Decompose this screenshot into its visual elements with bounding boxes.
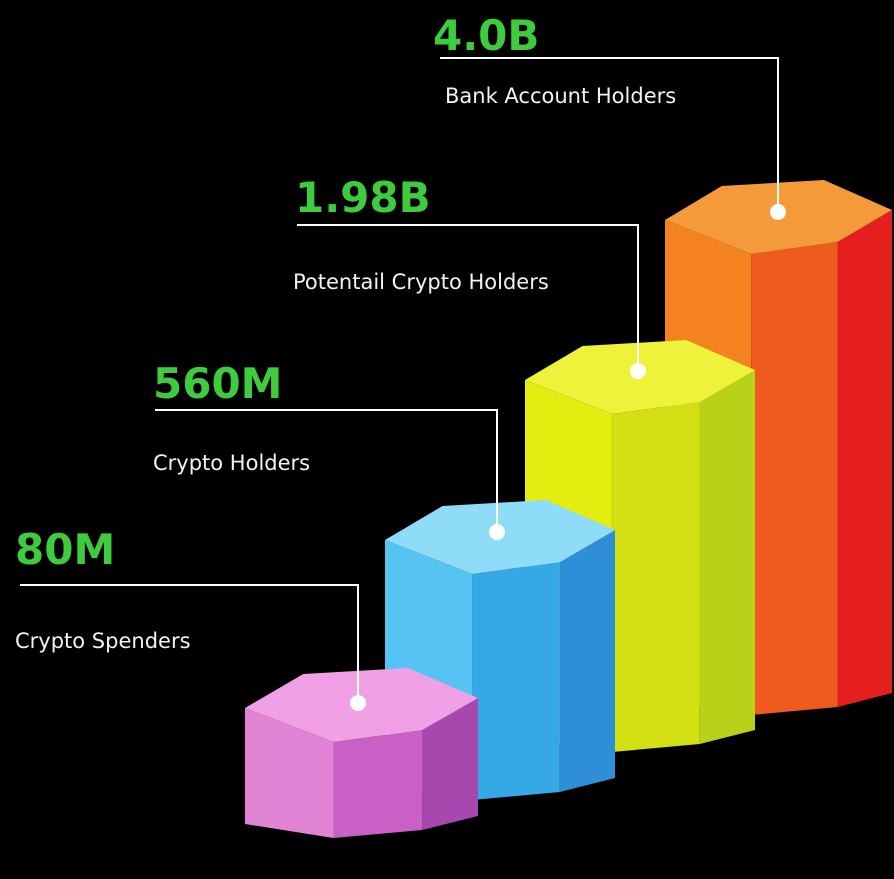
- leader-dot: [489, 524, 505, 540]
- leader-line: [440, 57, 779, 212]
- label-text: Crypto Holders: [153, 451, 310, 475]
- prism-face: [699, 370, 755, 744]
- label-text: Potentail Crypto Holders: [293, 270, 549, 294]
- prism-face: [422, 698, 478, 830]
- label-text: Bank Account Holders: [445, 84, 676, 108]
- value-text: 80M: [15, 525, 115, 574]
- prisms: [245, 180, 892, 838]
- leader-dot: [770, 204, 786, 220]
- prism-face: [559, 530, 615, 792]
- prism-face: [751, 242, 838, 715]
- prism-face: [837, 210, 892, 707]
- prism-face: [333, 730, 423, 838]
- leaders: [20, 57, 786, 711]
- label-text: Crypto Spenders: [15, 629, 191, 653]
- leader-line: [20, 584, 359, 703]
- value-text: 560M: [153, 359, 282, 408]
- leader-dot: [350, 695, 366, 711]
- leader-line: [297, 224, 639, 371]
- prism-face: [612, 402, 700, 752]
- prism-face: [472, 562, 560, 800]
- leader-line: [155, 409, 498, 532]
- prism-face: [245, 708, 334, 838]
- leader-dot: [630, 363, 646, 379]
- value-text: 4.0B: [433, 11, 539, 60]
- value-text: 1.98B: [295, 173, 431, 222]
